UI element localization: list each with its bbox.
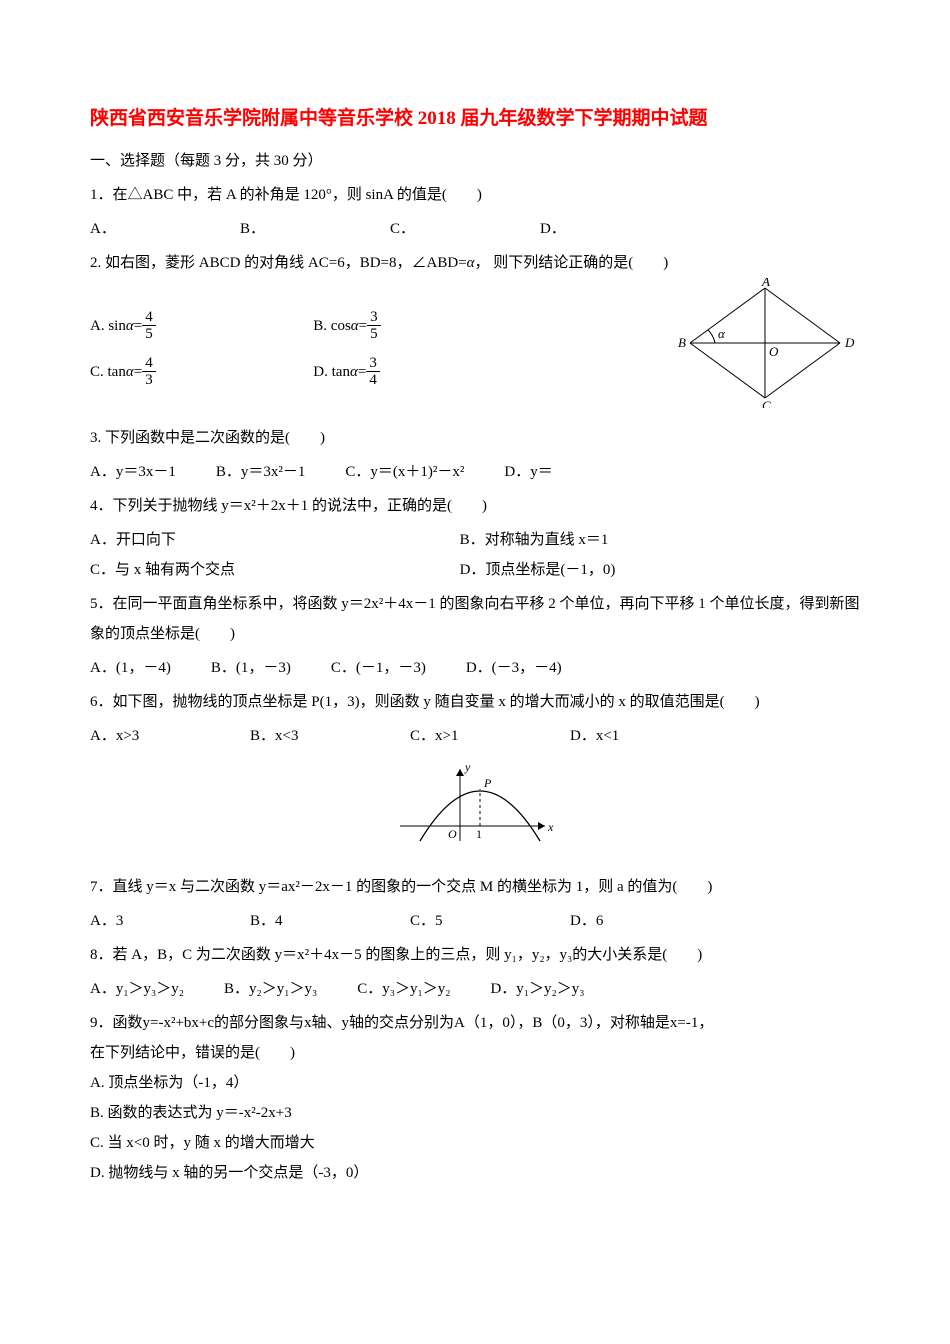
question-6: 6．如下图，抛物线的顶点坐标是 P(1，3)，则函数 y 随自变量 x 的增大而…	[90, 687, 860, 862]
q8-stem: 8．若 A，B，C 为二次函数 y＝x²＋4x－5 的图象上的三点，则 y₁，y…	[90, 940, 860, 970]
question-7: 7．直线 y＝x 与二次函数 y＝ax²－2x－1 的图象的一个交点 M 的横坐…	[90, 872, 860, 936]
q2-stem-post: ， 则下列结论正确的是( )	[475, 255, 669, 271]
q4-opt-c: C．与 x 轴有两个交点	[90, 555, 460, 585]
q5-stem: 5．在同一平面直角坐标系中，将函数 y＝2x²＋4x－1 的图象向右平移 2 个…	[90, 589, 860, 649]
q6-opt-a: A．x>3	[90, 721, 210, 751]
q8-options: A．y₁＞y₃＞y₂ B．y₂＞y₁＞y₃ C．y₃＞y₁＞y₂ D．y₁＞y₂…	[90, 974, 860, 1004]
q7-stem: 7．直线 y＝x 与二次函数 y＝ax²－2x－1 的图象的一个交点 M 的横坐…	[90, 872, 860, 902]
q9-opt-c: C. 当 x<0 时，y 随 x 的增大而增大	[90, 1128, 860, 1158]
q8-opt-d: D．y₁＞y₂＞y₃	[490, 974, 584, 1004]
q7-options: A．3 B．4 C．5 D．6	[90, 906, 860, 936]
exam-title: 陕西省西安音乐学院附属中等音乐学校 2018 届九年级数学下学期期中试题	[90, 100, 860, 138]
question-1: 1．在△ABC 中，若 A 的补角是 120°，则 sinA 的值是( ) A．…	[90, 180, 860, 244]
svg-text:P: P	[483, 776, 492, 790]
q2-options: A. sinα= 45 B. cosα= 35 C. tanα= 43 D. t…	[90, 303, 537, 395]
q7-opt-d: D．6	[570, 906, 690, 936]
q5-options: A．(1，－4) B．(1，－3) C．(－1，－3) D．(－3，－4)	[90, 653, 860, 683]
q5-opt-b: B．(1，－3)	[211, 653, 291, 683]
q8-opt-c: C．y₃＞y₁＞y₂	[357, 974, 450, 1004]
q8-opt-b: B．y₂＞y₁＞y₃	[224, 974, 317, 1004]
svg-text:x: x	[547, 820, 554, 834]
q9-opt-b: B. 函数的表达式为 y＝-x²-2x+3	[90, 1098, 860, 1128]
q5-opt-d: D．(－3，－4)	[466, 653, 562, 683]
fig-label-d: D	[844, 335, 855, 350]
q3-stem: 3. 下列函数中是二次函数的是( )	[90, 423, 860, 453]
question-2: 2. 如右图，菱形 ABCD 的对角线 AC=6，BD=8，∠ABD= α ， 则下…	[90, 248, 860, 419]
q6-opt-c: C．x>1	[410, 721, 530, 751]
q3-opt-d: D．y＝	[504, 457, 552, 487]
q1-opt-c: C．	[390, 214, 500, 244]
q2-opt-a: A. sinα= 45	[90, 309, 313, 343]
fig-label-a: A	[761, 278, 770, 289]
parabola-figure: y x P O 1	[90, 761, 860, 862]
question-3: 3. 下列函数中是二次函数的是( ) A．y＝3x－1 B．y＝3x²－1 C．…	[90, 423, 860, 487]
q1-opt-d: D．	[540, 214, 650, 244]
svg-text:O: O	[448, 827, 457, 841]
q2-stem-pre: 2. 如右图，菱形 ABCD 的对角线 AC=6，BD=8，∠ABD=	[90, 255, 467, 271]
q6-opt-b: B．x<3	[250, 721, 370, 751]
q2-opt-c: C. tanα= 43	[90, 355, 313, 389]
q6-stem: 6．如下图，抛物线的顶点坐标是 P(1，3)，则函数 y 随自变量 x 的增大而…	[90, 687, 860, 717]
fig-label-o: O	[769, 344, 779, 359]
q5-opt-c: C．(－1，－3)	[331, 653, 426, 683]
q9-stem: 9．函数y=-x²+bx+c的部分图象与x轴、y轴的交点分别为A（1，0），B（…	[90, 1008, 860, 1038]
question-8: 8．若 A，B，C 为二次函数 y＝x²＋4x－5 的图象上的三点，则 y₁，y…	[90, 940, 860, 1004]
q9-opt-a: A. 顶点坐标为（-1，4）	[90, 1068, 860, 1098]
q4-opt-a: A．开口向下	[90, 525, 460, 555]
svg-text:y: y	[464, 761, 471, 774]
q4-stem: 4．下列关于抛物线 y＝x²＋2x＋1 的说法中，正确的是( )	[90, 491, 860, 521]
q5-opt-a: A．(1，－4)	[90, 653, 171, 683]
fig-label-c: C	[762, 398, 771, 408]
rhombus-figure: A B D C O α	[670, 278, 860, 419]
question-4: 4．下列关于抛物线 y＝x²＋2x＋1 的说法中，正确的是( ) A．开口向下 …	[90, 491, 860, 585]
q4-options: A．开口向下 B．对称轴为直线 x＝1 C．与 x 轴有两个交点 D．顶点坐标是…	[90, 525, 860, 585]
q3-opt-a: A．y＝3x－1	[90, 457, 176, 487]
q8-opt-a: A．y₁＞y₃＞y₂	[90, 974, 184, 1004]
q7-opt-c: C．5	[410, 906, 530, 936]
q1-opt-a: A．	[90, 214, 200, 244]
fig-label-b: B	[678, 335, 686, 350]
question-5: 5．在同一平面直角坐标系中，将函数 y＝2x²＋4x－1 的图象向右平移 2 个…	[90, 589, 860, 683]
q1-stem: 1．在△ABC 中，若 A 的补角是 120°，则 sinA 的值是( )	[90, 180, 860, 210]
q6-options: A．x>3 B．x<3 C．x>1 D．x<1	[90, 721, 860, 751]
question-9: 9．函数y=-x²+bx+c的部分图象与x轴、y轴的交点分别为A（1，0），B（…	[90, 1008, 860, 1188]
q7-opt-b: B．4	[250, 906, 370, 936]
q2-stem: 2. 如右图，菱形 ABCD 的对角线 AC=6，BD=8，∠ABD=α， 则下…	[90, 248, 860, 278]
q3-opt-c: C．y＝(x＋1)²－x²	[345, 457, 464, 487]
svg-text:1: 1	[476, 827, 482, 841]
q7-opt-a: A．3	[90, 906, 210, 936]
q3-opt-b: B．y＝3x²－1	[216, 457, 306, 487]
q6-opt-d: D．x<1	[570, 721, 690, 751]
section-heading: 一、选择题（每题 3 分，共 30 分）	[90, 146, 860, 176]
q9-opt-d: D. 抛物线与 x 轴的另一个交点是（-3，0）	[90, 1158, 860, 1188]
q3-options: A．y＝3x－1 B．y＝3x²－1 C．y＝(x＋1)²－x² D．y＝	[90, 457, 860, 487]
q1-opt-b: B．	[240, 214, 350, 244]
q9-stem2: 在下列结论中，错误的是( )	[90, 1038, 860, 1068]
q2-opt-b: B. cosα= 35	[313, 309, 536, 343]
q2-opt-d: D. tanα= 34	[313, 355, 536, 389]
fig-label-alpha: α	[718, 326, 726, 341]
q4-opt-b: B．对称轴为直线 x＝1	[460, 525, 830, 555]
q4-opt-d: D．顶点坐标是(－1，0)	[460, 555, 830, 585]
q1-options: A． B． C． D．	[90, 214, 860, 244]
